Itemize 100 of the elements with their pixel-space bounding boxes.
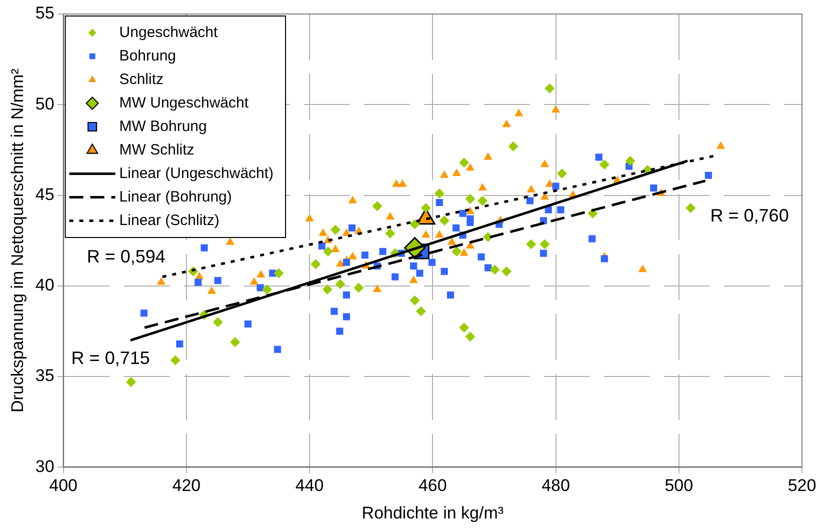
- point: [588, 235, 596, 242]
- point: [410, 295, 420, 306]
- point: [428, 258, 436, 266]
- point: [465, 332, 476, 342]
- x-tick-label: 440: [295, 476, 324, 496]
- point: [526, 197, 534, 204]
- point: [434, 188, 444, 198]
- point: [540, 250, 547, 257]
- point: [686, 202, 696, 213]
- point: [465, 194, 476, 204]
- point: [526, 184, 536, 192]
- point: [557, 206, 564, 214]
- point: [452, 246, 462, 256]
- point: [342, 313, 350, 320]
- point: [212, 317, 223, 328]
- point: [336, 259, 345, 267]
- point: [556, 168, 567, 179]
- point: [650, 184, 658, 192]
- point: [361, 252, 368, 259]
- point: [551, 105, 560, 113]
- point: [126, 377, 136, 387]
- point: [452, 168, 461, 176]
- y-tick-label: 50: [35, 94, 54, 114]
- point: [385, 228, 396, 238]
- y-axis-title: Druckspannung im Nettoquerschnitt in N/mm²: [8, 68, 27, 413]
- legend-label: Linear (Bohrung): [119, 188, 232, 206]
- point: [466, 241, 475, 249]
- point: [305, 214, 314, 222]
- point: [410, 262, 418, 270]
- point: [422, 230, 430, 238]
- point: [318, 228, 328, 236]
- x-tick-label: 400: [49, 476, 78, 496]
- point: [544, 83, 555, 94]
- point: [348, 252, 357, 260]
- annotation: R = 0,715: [71, 348, 150, 368]
- point: [207, 286, 216, 294]
- point: [330, 224, 340, 235]
- point: [599, 159, 610, 170]
- legend-label: MW Ungeschwächt: [119, 94, 250, 112]
- y-tick-label: 55: [35, 4, 54, 23]
- point: [372, 201, 382, 212]
- point: [484, 152, 492, 160]
- point: [194, 278, 202, 286]
- point: [335, 279, 346, 290]
- point: [502, 120, 511, 128]
- point: [256, 270, 266, 278]
- point: [595, 154, 602, 161]
- legend-label: Linear (Ungeschwächt): [119, 164, 274, 182]
- point: [262, 284, 272, 295]
- point: [459, 322, 470, 333]
- point: [176, 340, 184, 348]
- point: [409, 275, 418, 283]
- point: [200, 244, 208, 252]
- annotation: R = 0,760: [710, 206, 789, 226]
- point: [452, 224, 460, 232]
- point: [336, 328, 344, 335]
- legend-label: MW Schlitz: [119, 141, 194, 158]
- point: [416, 306, 426, 316]
- point: [704, 172, 712, 179]
- legend-label: MW Bohrung: [119, 118, 207, 135]
- point: [436, 198, 443, 206]
- point: [625, 156, 636, 166]
- point: [466, 163, 475, 171]
- point: [552, 182, 560, 190]
- point: [540, 159, 550, 167]
- point: [310, 259, 321, 270]
- point: [269, 270, 276, 277]
- point: [323, 246, 334, 256]
- point: [392, 273, 399, 280]
- legend-label: Schlitz: [119, 70, 164, 88]
- point: [447, 237, 456, 245]
- point: [446, 291, 454, 299]
- point: [440, 170, 449, 178]
- point: [459, 210, 466, 217]
- point: [484, 264, 492, 272]
- point: [195, 272, 204, 280]
- point: [392, 179, 401, 187]
- point: [250, 277, 258, 285]
- point: [490, 264, 500, 275]
- x-tick-label: 460: [418, 476, 447, 496]
- x-tick-label: 520: [788, 476, 816, 496]
- point: [348, 196, 357, 204]
- point: [540, 239, 550, 250]
- point: [226, 237, 234, 245]
- point: [410, 219, 420, 230]
- point: [342, 291, 350, 299]
- y-tick-label: 45: [35, 184, 54, 204]
- x-tick-label: 500: [664, 476, 694, 496]
- point: [435, 230, 444, 238]
- point: [214, 276, 222, 284]
- legend-label: Ungeschwächt: [119, 24, 219, 41]
- point: [318, 242, 326, 250]
- legend-label: Linear (Schlitz): [119, 212, 220, 229]
- y-tick-label: 40: [35, 276, 54, 295]
- point: [716, 141, 726, 149]
- point: [322, 284, 332, 295]
- point: [348, 224, 356, 232]
- point: [170, 355, 180, 366]
- point: [354, 282, 364, 293]
- y-tick-label: 35: [35, 366, 54, 386]
